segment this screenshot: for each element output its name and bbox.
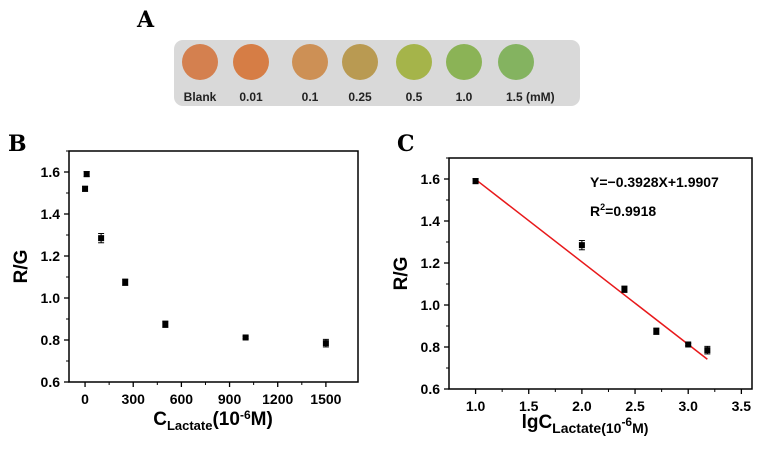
x-axis-label-part: C — [153, 409, 167, 430]
color-swatches: Blank 0.01 0.1 0.25 0.5 1.0 1.5 (mM) — [182, 44, 555, 104]
data-point — [653, 328, 660, 335]
y-tick-label: 1.0 — [41, 290, 61, 306]
panel-c-label: C — [397, 131, 415, 157]
y-tick-label: 1.0 — [421, 297, 441, 313]
r-squared: R2=0.9918 — [590, 202, 656, 219]
y-tick-label: 1.2 — [41, 248, 61, 264]
fit-line — [475, 178, 708, 360]
x-tick-label: 1.0 — [466, 398, 486, 414]
y-tick-label: 1.6 — [421, 171, 441, 187]
data-point — [242, 334, 249, 341]
y-tick-label: 1.6 — [41, 164, 61, 180]
x-tick-label: 1200 — [262, 391, 293, 407]
data-point — [685, 341, 692, 348]
r-squared-label: R — [590, 203, 600, 219]
swatch-label: 1.5 (mM) — [506, 90, 555, 104]
x-axis-label-part: (10 — [212, 409, 239, 430]
r-squared-sup: 2 — [600, 202, 605, 212]
x-tick-label: 0 — [81, 391, 89, 407]
x-tick-label: 900 — [218, 391, 242, 407]
swatch-label: 0.01 — [239, 90, 263, 104]
x-axis-label-part: lgC — [522, 412, 553, 433]
x-axis-label: lgCLactate(10-6M) — [522, 412, 649, 436]
swatch-circle — [182, 44, 218, 80]
y-axis-label: R/G — [11, 250, 32, 284]
x-axis-label: CLactate(10-6M) — [153, 408, 273, 433]
data-point — [98, 235, 105, 242]
x-axis-label-part: Lactate(10 — [552, 420, 621, 436]
x-axis-label-part: M) — [632, 420, 648, 436]
plot-frame — [448, 157, 753, 390]
x-axis-label-part: Lactate — [167, 418, 213, 433]
y-axis-label: R/G — [391, 257, 412, 291]
y-tick-label: 1.4 — [421, 213, 441, 229]
plot-frame — [68, 150, 359, 383]
swatch-label: 0.1 — [302, 90, 319, 104]
data-point — [322, 340, 329, 347]
panel-a-label: A — [136, 7, 155, 33]
x-tick-label: 2.5 — [625, 398, 645, 414]
y-tick-label: 0.6 — [421, 381, 441, 397]
swatch-circle — [498, 44, 534, 80]
data-point — [704, 347, 711, 354]
y-tick-label: 1.2 — [421, 255, 441, 271]
swatch-circle — [233, 44, 269, 80]
x-tick-label: 3.5 — [732, 398, 752, 414]
x-tick-label: 1.5 — [519, 398, 539, 414]
swatch-label: 0.25 — [348, 90, 372, 104]
y-tick-label: 0.6 — [41, 374, 61, 390]
y-tick-label: 1.4 — [41, 206, 61, 222]
swatch-label: 1.0 — [456, 90, 473, 104]
data-point — [122, 279, 129, 286]
data-point — [472, 178, 479, 185]
chart-c: 1.0 1.5 2.0 2.5 3.0 3.5 0.6 0.8 1.0 1.2 1.4 1.6 R/G l… — [391, 157, 753, 436]
swatch-circle — [396, 44, 432, 80]
data-point — [83, 171, 90, 178]
x-axis-label-part: -6 — [240, 408, 251, 422]
swatch-label: 0.5 — [406, 90, 423, 104]
panel-b-label: B — [8, 131, 27, 157]
x-tick-label: 2.0 — [572, 398, 592, 414]
x-tick-label: 300 — [122, 391, 146, 407]
data-point — [82, 185, 89, 192]
y-tick-label: 0.8 — [41, 332, 61, 348]
x-tick-label: 3.0 — [678, 398, 698, 414]
swatch-circle — [342, 44, 378, 80]
x-axis-label-part: -6 — [621, 415, 632, 429]
chart-b: 0 300 600 900 1200 1500 0.6 0.8 1.0 1.2 1.4 1.6 R/G C… — [11, 150, 359, 433]
x-tick-label: 600 — [170, 391, 194, 407]
swatch-label: Blank — [184, 90, 217, 104]
swatch-circle — [446, 44, 482, 80]
swatch-circle — [292, 44, 328, 80]
data-point — [162, 321, 169, 328]
data-point — [578, 242, 585, 249]
x-axis-label-part: M) — [251, 409, 273, 430]
r-squared-value: =0.9918 — [605, 203, 656, 219]
fit-equation: Y=−0.3928X+1.9907 — [590, 174, 719, 190]
data-point — [621, 286, 628, 293]
y-tick-label: 0.8 — [421, 339, 441, 355]
x-tick-label: 1500 — [310, 391, 341, 407]
